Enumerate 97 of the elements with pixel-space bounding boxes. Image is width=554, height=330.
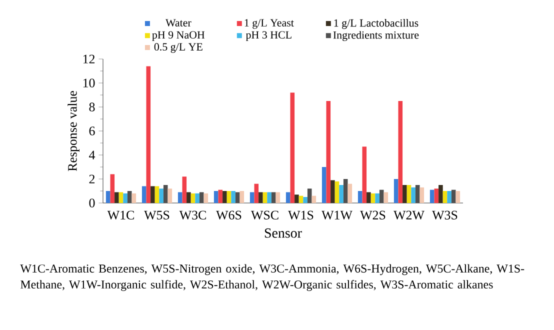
- bar: [343, 179, 348, 203]
- bar: [163, 185, 168, 203]
- bar: [240, 191, 244, 203]
- legend-label: 0.5 g/L YE: [154, 43, 202, 53]
- y-tick-label: 10: [83, 78, 95, 88]
- bar: [222, 191, 227, 203]
- x-tick-label: W2W: [394, 210, 424, 220]
- bar: [384, 192, 388, 203]
- bar: [186, 192, 191, 203]
- bar: [362, 146, 367, 203]
- bar: [218, 190, 223, 203]
- y-tick-label: 2: [89, 174, 95, 184]
- bar: [178, 192, 182, 203]
- bar: [411, 187, 416, 203]
- x-tick-label: W1S: [288, 210, 314, 220]
- x-axis-title: Sensor: [264, 228, 302, 238]
- legend-label: pH 9 NaOH: [152, 31, 205, 41]
- bar: [190, 193, 196, 203]
- y-tick-label: 6: [89, 126, 95, 136]
- bar: [159, 188, 164, 203]
- bar: [204, 193, 208, 203]
- bar: [267, 192, 272, 203]
- bar: [276, 192, 280, 203]
- bar: [398, 100, 403, 203]
- bar: [262, 192, 268, 203]
- bar: [334, 181, 340, 203]
- bar: [127, 191, 132, 203]
- bar: [330, 180, 335, 203]
- bar: [430, 190, 434, 203]
- bar: [456, 191, 460, 203]
- bar: [182, 176, 187, 203]
- bar: [214, 191, 218, 203]
- bar: [447, 191, 452, 203]
- bar: [118, 192, 124, 203]
- y-tick-label: 8: [89, 102, 95, 112]
- bar: [326, 100, 331, 203]
- x-tick-label: W1C: [107, 210, 134, 220]
- bar: [290, 92, 295, 203]
- bar: [438, 185, 443, 203]
- text: W1C-Aromatic Benzenes, W5S-Nitrogen oxide, W3C-Ammonia, W6S-Hydrogen, W5C-Alkane, W1S-Methane, W1W-Inorganic sulfide, W2S-Ethanol, W2W-Organic sulfides, W3S-Aromatic alkanes: [20, 264, 524, 292]
- x-tick-label: W3C: [179, 210, 206, 220]
- bar: [402, 185, 407, 203]
- bar: [250, 192, 254, 203]
- legend-label: Water: [166, 19, 192, 27]
- bar: [379, 190, 384, 203]
- bar: [154, 186, 160, 203]
- bar: [286, 192, 290, 203]
- bar: [406, 185, 412, 203]
- bar: [254, 184, 259, 203]
- bar: [110, 174, 115, 203]
- legend-label: Ingredients mixture: [333, 31, 419, 42]
- bar: [195, 193, 200, 203]
- bar: [226, 191, 232, 203]
- bar: [303, 197, 308, 203]
- x-tick-label: W3S: [432, 210, 458, 220]
- bar: [358, 191, 362, 203]
- legend-label: 1 g/L Yeast: [244, 19, 294, 29]
- bar: [199, 192, 204, 203]
- legend-label: 1 g/L Lactobacillus: [334, 18, 418, 29]
- bar: [258, 192, 263, 203]
- bar: [370, 193, 376, 203]
- bar: [106, 191, 110, 203]
- bar: [375, 193, 380, 203]
- bar: [415, 185, 420, 203]
- bar: [123, 193, 128, 203]
- legend-label: pH 3 HCL: [246, 31, 292, 41]
- bar: [394, 179, 398, 203]
- bar: [442, 191, 448, 203]
- bar: [451, 190, 456, 203]
- y-tick-label: 0: [89, 198, 95, 208]
- bar: [307, 188, 312, 203]
- bar: [366, 192, 371, 203]
- bar: [271, 192, 276, 203]
- y-axis-title: Response value: [68, 90, 80, 172]
- y-tick-label: 4: [89, 150, 96, 160]
- bar: [348, 184, 352, 203]
- bar: [294, 194, 299, 203]
- bar: [420, 187, 424, 203]
- bar: [434, 188, 439, 203]
- x-tick-label: W6S: [216, 210, 242, 220]
- x-tick-label: W5S: [144, 210, 170, 220]
- bar: [168, 188, 172, 203]
- bar: [132, 193, 136, 203]
- bar: [142, 186, 146, 203]
- bar: [235, 192, 240, 203]
- x-tick-label: W2S: [360, 210, 386, 220]
- bar: [322, 167, 326, 203]
- bar: [298, 196, 304, 203]
- bar: [146, 66, 151, 203]
- bar: [312, 196, 316, 203]
- bar: [231, 191, 236, 203]
- bar: [114, 192, 119, 203]
- x-tick-label: W1W: [322, 210, 352, 220]
- bar: [150, 186, 155, 203]
- bar: [339, 185, 344, 203]
- y-tick-label: 12: [83, 54, 95, 64]
- x-tick-label: WSC: [250, 210, 278, 220]
